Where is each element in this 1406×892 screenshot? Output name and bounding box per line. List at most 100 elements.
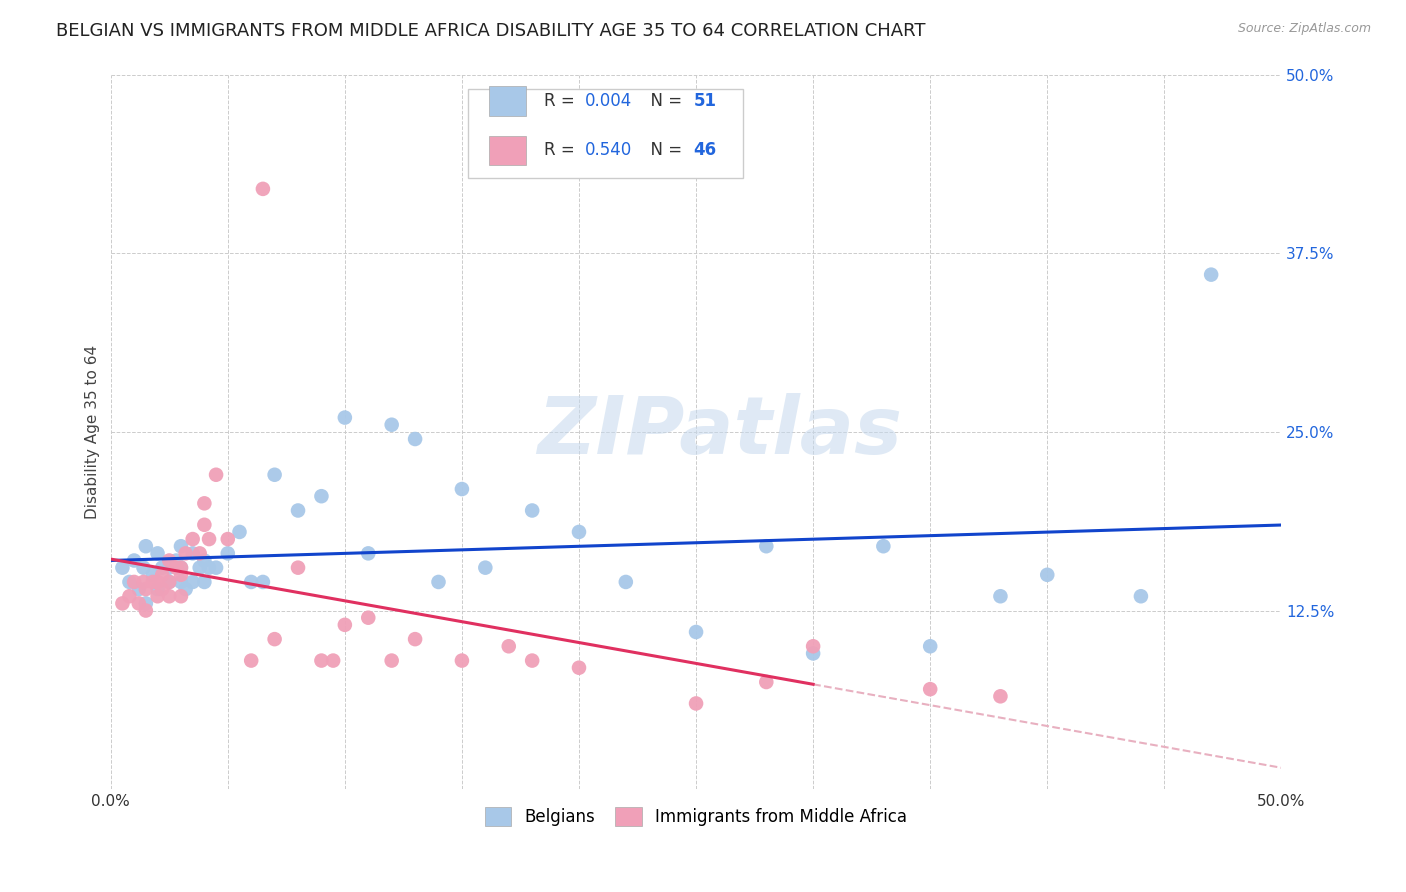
Point (128, 582, 150, 596)
Point (193, 553, 215, 567)
Point (287, 503, 309, 517)
Point (685, 625, 707, 640)
Point (311, 489, 333, 503)
Point (174, 546, 197, 560)
Point (122, 574, 145, 589)
Point (685, 697, 707, 711)
Text: Source: ZipAtlas.com: Source: ZipAtlas.com (1237, 22, 1371, 36)
Point (132, 560, 155, 574)
Point (135, 596, 157, 610)
Point (146, 546, 169, 560)
Point (135, 582, 157, 596)
Point (990, 690, 1012, 704)
Point (157, 553, 180, 567)
Text: 51: 51 (693, 92, 717, 110)
Point (568, 661, 591, 675)
Point (404, 632, 426, 647)
Point (217, 546, 239, 560)
Point (170, 574, 193, 589)
Point (181, 532, 204, 546)
Point (188, 560, 211, 574)
Point (614, 574, 637, 589)
Point (520, 503, 543, 517)
Text: 46: 46 (693, 142, 717, 160)
Point (170, 567, 193, 582)
Point (1036, 567, 1059, 582)
Point (520, 654, 543, 668)
Point (381, 654, 404, 668)
Point (252, 182, 274, 196)
Point (568, 524, 591, 539)
Point (872, 539, 894, 553)
Point (240, 574, 263, 589)
Point (118, 589, 141, 603)
Point (170, 560, 193, 574)
Point (122, 553, 145, 567)
Point (118, 574, 141, 589)
Text: N =: N = (640, 142, 688, 160)
Point (146, 589, 169, 603)
Point (193, 574, 215, 589)
Y-axis label: Disability Age 35 to 64: Disability Age 35 to 64 (86, 345, 100, 519)
Text: 0.004: 0.004 (585, 92, 633, 110)
Point (357, 610, 380, 624)
Point (165, 553, 187, 567)
Point (322, 654, 344, 668)
Point (287, 560, 309, 574)
Point (263, 467, 285, 482)
Point (170, 589, 193, 603)
Point (311, 654, 333, 668)
Point (1199, 268, 1222, 282)
Point (920, 682, 942, 697)
Point (498, 640, 520, 654)
FancyBboxPatch shape (468, 89, 742, 178)
Text: N =: N = (640, 92, 688, 110)
Point (1129, 589, 1152, 603)
Point (205, 560, 228, 574)
Point (146, 574, 169, 589)
Point (427, 574, 450, 589)
Point (404, 432, 426, 446)
Point (198, 560, 221, 574)
Point (357, 546, 380, 560)
Point (170, 560, 193, 574)
Point (801, 640, 824, 654)
Point (228, 524, 250, 539)
Point (451, 654, 474, 668)
Point (157, 589, 180, 603)
Point (381, 417, 404, 432)
Point (181, 546, 204, 560)
Point (333, 617, 356, 632)
Point (111, 560, 134, 574)
Text: R =: R = (544, 92, 579, 110)
Point (801, 647, 824, 661)
Point (252, 574, 274, 589)
Text: R =: R = (544, 142, 579, 160)
Point (188, 546, 211, 560)
Point (135, 539, 157, 553)
Point (198, 532, 221, 546)
Point (205, 467, 228, 482)
Point (157, 574, 180, 589)
Point (181, 574, 204, 589)
Point (263, 632, 285, 647)
Point (150, 582, 173, 596)
Point (990, 589, 1012, 603)
Point (142, 567, 165, 582)
Point (170, 539, 193, 553)
Text: ZIPatlas: ZIPatlas (537, 392, 903, 471)
Text: BELGIAN VS IMMIGRANTS FROM MIDDLE AFRICA DISABILITY AGE 35 TO 64 CORRELATION CHA: BELGIAN VS IMMIGRANTS FROM MIDDLE AFRICA… (56, 22, 925, 40)
Point (132, 574, 155, 589)
Point (217, 532, 239, 546)
Point (240, 654, 263, 668)
Point (755, 539, 778, 553)
Point (333, 410, 356, 425)
Point (755, 675, 778, 690)
Point (157, 574, 180, 589)
Point (146, 582, 169, 596)
Bar (489, 87, 526, 116)
Point (128, 596, 150, 610)
Point (174, 582, 197, 596)
Legend: Belgians, Immigrants from Middle Africa: Belgians, Immigrants from Middle Africa (477, 798, 915, 835)
Point (150, 560, 173, 574)
